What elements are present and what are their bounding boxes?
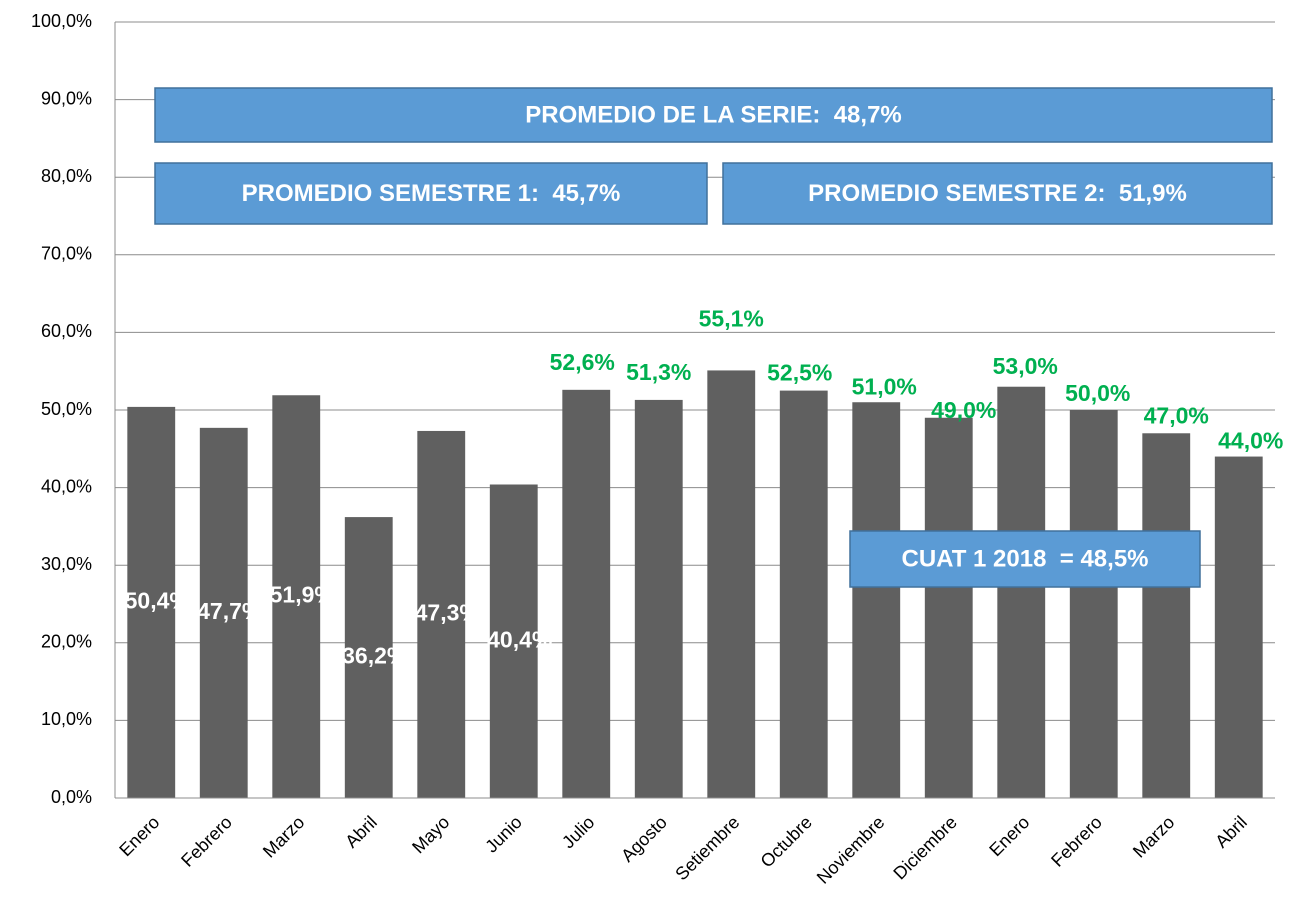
bar (272, 395, 321, 798)
y-tick-label: 0,0% (51, 787, 92, 807)
x-tick-label: Febrero (177, 812, 236, 871)
y-tick-label: 80,0% (41, 166, 92, 186)
bar (489, 484, 538, 798)
y-tick-label: 20,0% (41, 632, 92, 652)
data-label: 53,0% (993, 353, 1058, 379)
x-tick-label: Diciembre (889, 812, 960, 883)
bar (1142, 433, 1191, 798)
x-tick-label: Agosto (617, 812, 671, 866)
data-label: 55,1% (699, 306, 764, 332)
x-tick-label: Marzo (259, 812, 309, 862)
data-label: 49,0% (931, 397, 996, 423)
bar (852, 402, 901, 798)
x-tick-label: Julio (558, 812, 598, 852)
data-label: 44,0% (1218, 428, 1283, 454)
bar (707, 370, 756, 798)
x-tick-label: Setiembre (671, 812, 743, 884)
data-label: 47,7% (197, 598, 262, 624)
data-label: 47,0% (1144, 402, 1209, 428)
bar (924, 417, 973, 798)
data-label: 36,2% (342, 643, 407, 669)
annotation: PROMEDIO SEMESTRE 1: 45,7% (242, 180, 621, 207)
x-tick-label: Octubre (757, 812, 816, 871)
data-label: 51,0% (852, 373, 917, 399)
annotation: PROMEDIO DE LA SERIE: 48,7% (525, 101, 902, 128)
bar (634, 399, 683, 798)
y-tick-label: 40,0% (41, 476, 92, 496)
data-label: 47,3% (415, 600, 480, 626)
data-label: 40,4% (487, 626, 552, 652)
data-label: 50,4% (125, 588, 190, 614)
data-label: 51,9% (270, 582, 335, 608)
x-tick-label: Junio (481, 812, 526, 857)
data-label: 50,0% (1065, 380, 1130, 406)
x-tick-label: Enero (985, 812, 1033, 860)
data-label: 52,5% (767, 360, 832, 386)
bar (1069, 410, 1118, 798)
y-tick-label: 100,0% (31, 11, 92, 31)
bar (417, 430, 466, 798)
bar (779, 390, 828, 798)
annotation-box (722, 162, 1273, 225)
x-tick-label: Marzo (1129, 812, 1179, 862)
bar (997, 386, 1046, 798)
x-tick-label: Abril (1211, 812, 1251, 852)
y-tick-label: 60,0% (41, 321, 92, 341)
annotation: PROMEDIO SEMESTRE 2: 51,9% (808, 180, 1187, 207)
bar (199, 427, 248, 798)
bar (1214, 456, 1263, 798)
x-tick-label: Mayo (408, 812, 453, 857)
bar (344, 517, 393, 798)
annotation-box (849, 530, 1201, 588)
data-label: 52,6% (550, 349, 615, 375)
bar (562, 389, 611, 798)
y-tick-label: 30,0% (41, 554, 92, 574)
x-tick-label: Enero (115, 812, 163, 860)
annotation-box (154, 87, 1273, 143)
x-tick-label: Noviembre (813, 812, 889, 888)
y-tick-label: 50,0% (41, 399, 92, 419)
y-tick-label: 70,0% (41, 244, 92, 264)
annotation: CUAT 1 2018 = 48,5% (901, 545, 1148, 572)
x-tick-label: Febrero (1047, 812, 1106, 871)
x-tick-label: Abril (341, 812, 381, 852)
y-tick-label: 10,0% (41, 709, 92, 729)
bar (127, 406, 176, 798)
data-label: 51,3% (626, 359, 691, 385)
y-tick-label: 90,0% (41, 88, 92, 108)
annotation-box (154, 162, 708, 225)
